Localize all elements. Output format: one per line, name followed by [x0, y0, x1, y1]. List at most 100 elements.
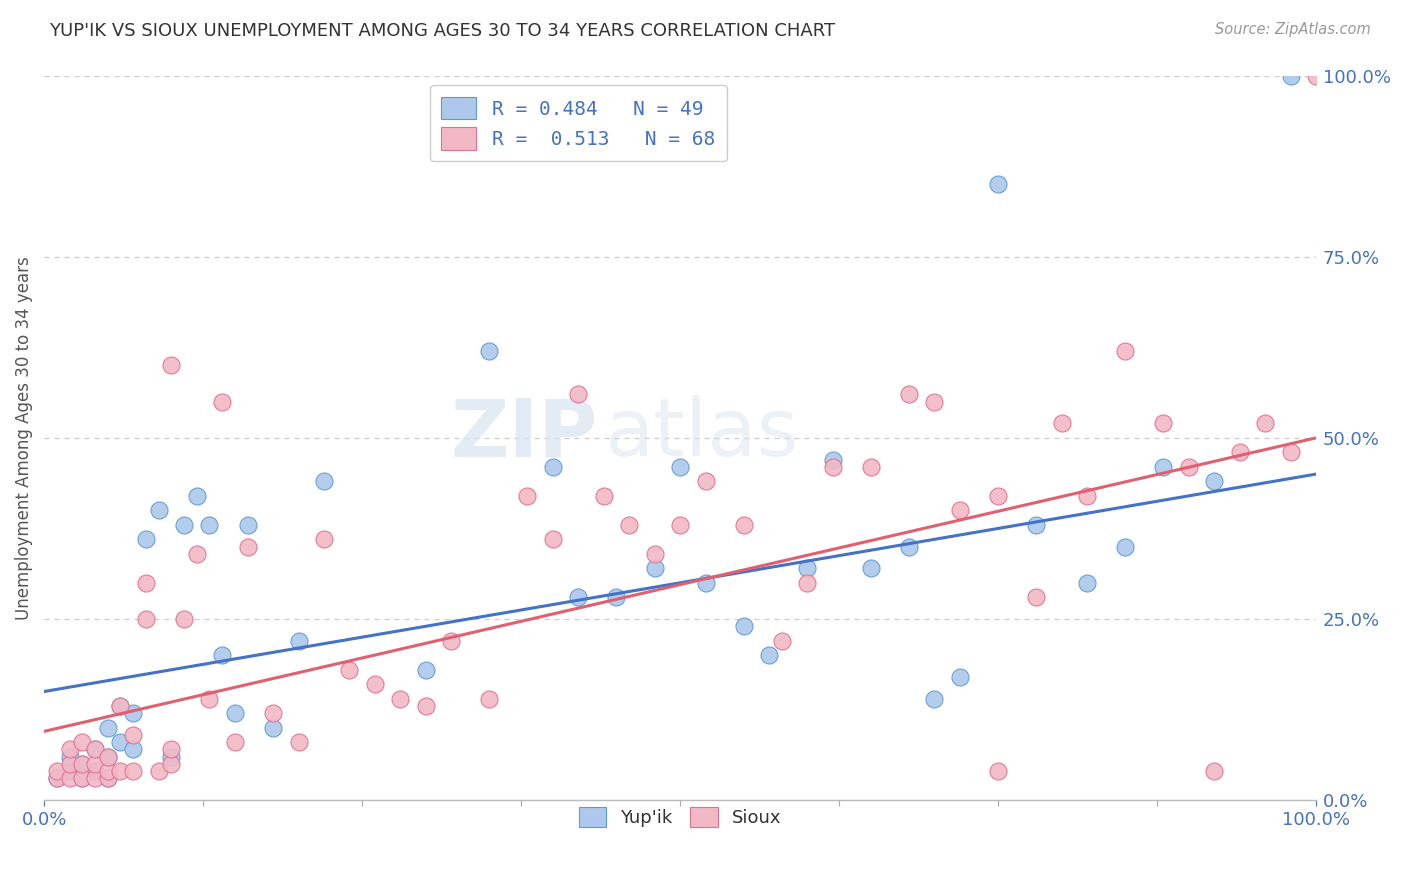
Point	[669, 459, 692, 474]
Point	[262, 706, 284, 721]
Point	[312, 475, 335, 489]
Point	[644, 547, 666, 561]
Point	[45, 772, 67, 786]
Point	[415, 663, 437, 677]
Point	[110, 698, 132, 713]
Point	[1152, 459, 1174, 474]
Point	[224, 706, 246, 721]
Point	[1076, 575, 1098, 590]
Point	[211, 394, 233, 409]
Point	[186, 489, 208, 503]
Text: YUP'IK VS SIOUX UNEMPLOYMENT AMONG AGES 30 TO 34 YEARS CORRELATION CHART: YUP'IK VS SIOUX UNEMPLOYMENT AMONG AGES …	[49, 22, 835, 40]
Point	[211, 648, 233, 663]
Point	[541, 459, 564, 474]
Point	[236, 540, 259, 554]
Point	[1279, 445, 1302, 459]
Legend: Yup'ik, Sioux: Yup'ik, Sioux	[571, 799, 789, 835]
Point	[287, 735, 309, 749]
Point	[97, 749, 120, 764]
Point	[135, 612, 157, 626]
Point	[1229, 445, 1251, 459]
Text: ZIP: ZIP	[450, 395, 598, 474]
Point	[122, 742, 145, 756]
Point	[619, 517, 641, 532]
Point	[859, 459, 882, 474]
Point	[173, 612, 195, 626]
Point	[733, 517, 755, 532]
Point	[160, 749, 183, 764]
Point	[949, 503, 972, 517]
Point	[160, 742, 183, 756]
Point	[110, 698, 132, 713]
Point	[821, 459, 844, 474]
Point	[135, 575, 157, 590]
Point	[644, 561, 666, 575]
Point	[160, 756, 183, 771]
Point	[1178, 459, 1201, 474]
Point	[236, 517, 259, 532]
Point	[224, 735, 246, 749]
Point	[72, 756, 94, 771]
Point	[987, 489, 1010, 503]
Point	[84, 742, 107, 756]
Point	[97, 749, 120, 764]
Point	[821, 452, 844, 467]
Point	[186, 547, 208, 561]
Point	[770, 633, 793, 648]
Point	[987, 178, 1010, 192]
Point	[58, 742, 80, 756]
Point	[796, 575, 818, 590]
Point	[478, 691, 501, 706]
Point	[758, 648, 780, 663]
Point	[72, 756, 94, 771]
Point	[84, 742, 107, 756]
Point	[541, 533, 564, 547]
Point	[122, 706, 145, 721]
Point	[1076, 489, 1098, 503]
Point	[440, 633, 463, 648]
Point	[364, 677, 387, 691]
Point	[1050, 417, 1073, 431]
Point	[84, 772, 107, 786]
Point	[924, 691, 946, 706]
Point	[287, 633, 309, 648]
Point	[695, 575, 717, 590]
Point	[72, 735, 94, 749]
Point	[198, 517, 221, 532]
Point	[605, 591, 627, 605]
Point	[148, 764, 170, 779]
Point	[110, 764, 132, 779]
Point	[58, 756, 80, 771]
Point	[898, 540, 921, 554]
Point	[135, 533, 157, 547]
Point	[1204, 475, 1226, 489]
Point	[262, 721, 284, 735]
Point	[97, 772, 120, 786]
Point	[72, 772, 94, 786]
Text: Source: ZipAtlas.com: Source: ZipAtlas.com	[1215, 22, 1371, 37]
Point	[1305, 69, 1327, 83]
Point	[516, 489, 538, 503]
Point	[1204, 764, 1226, 779]
Point	[415, 698, 437, 713]
Point	[949, 670, 972, 684]
Point	[1114, 343, 1136, 358]
Y-axis label: Unemployment Among Ages 30 to 34 years: Unemployment Among Ages 30 to 34 years	[15, 256, 32, 620]
Point	[72, 772, 94, 786]
Point	[160, 359, 183, 373]
Point	[898, 387, 921, 401]
Point	[1025, 517, 1047, 532]
Point	[84, 756, 107, 771]
Point	[110, 735, 132, 749]
Point	[312, 533, 335, 547]
Point	[97, 772, 120, 786]
Point	[859, 561, 882, 575]
Point	[796, 561, 818, 575]
Point	[58, 772, 80, 786]
Point	[148, 503, 170, 517]
Point	[592, 489, 614, 503]
Point	[97, 764, 120, 779]
Point	[84, 764, 107, 779]
Point	[1254, 417, 1277, 431]
Text: atlas: atlas	[603, 395, 799, 474]
